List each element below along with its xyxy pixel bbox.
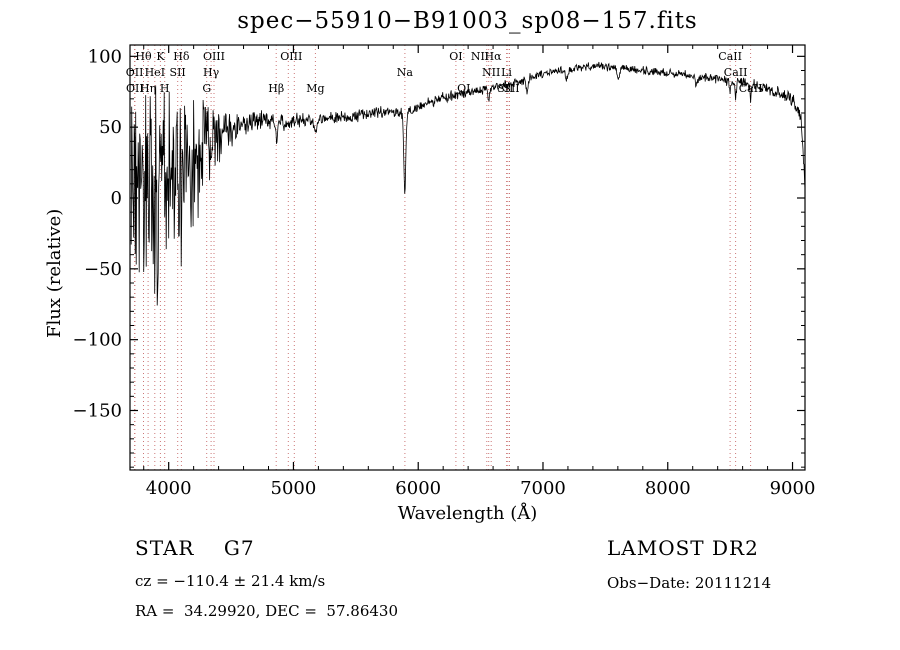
plot-box [129, 44, 806, 471]
survey-name-text: LAMOST DR2 [607, 536, 759, 560]
spectral-line-label: Hβ [268, 82, 284, 95]
object-class-text: STAR G7 [135, 536, 255, 560]
spectral-line-label: Na [397, 66, 414, 79]
spectral-line-label: Hη [140, 82, 156, 95]
spectral-line-label: NII [482, 66, 500, 79]
spectral-line-label: NII [471, 50, 489, 63]
spectral-line-label: Hα [485, 50, 503, 63]
spectral-line-label: Mg [306, 82, 324, 95]
spectral-line-label: OIII [280, 50, 302, 63]
spectral-line-label: CaII [718, 50, 742, 63]
spectral-line-label: CaII [724, 66, 748, 79]
obs-date-text: Obs−Date: 20111214 [607, 574, 772, 592]
x-tick-label: 8000 [645, 478, 691, 499]
y-tick-label: −50 [84, 259, 122, 280]
x-tick-label: 6000 [395, 478, 441, 499]
plot-title: spec−55910−B91003_sp08−157.fits [237, 8, 698, 34]
spectral-line-label: H [160, 82, 170, 95]
spectral-line-label: SII [170, 66, 186, 79]
spectral-line-label: Hθ [135, 50, 152, 63]
x-axis-label: Wavelength (Å) [397, 503, 538, 524]
spectral-line-label: G [202, 82, 211, 95]
spectral-line-label: Hδ [173, 50, 190, 63]
spectral-line-label: HeI [145, 66, 165, 79]
x-tick-label: 4000 [146, 478, 192, 499]
x-tick-label: 9000 [770, 478, 816, 499]
spectral-line-label: OII [126, 66, 144, 79]
cz-velocity-text: cz = −110.4 ± 21.4 km/s [135, 572, 326, 590]
spectral-line-label: OIII [203, 50, 225, 63]
y-tick-label: −150 [73, 401, 122, 422]
y-tick-label: 0 [111, 188, 122, 209]
spectrum-chart: OIIOIIHθHηHeIKHSIIHδGHγOIIIHβOIIIMgNaOIO… [73, 44, 816, 499]
spectral-line-label: OI [449, 50, 462, 63]
x-tick-label: 5000 [271, 478, 317, 499]
spectral-line-label: K [156, 50, 165, 63]
y-tick-label: 50 [99, 117, 122, 138]
y-tick-label: 100 [88, 46, 122, 67]
spectral-line-label: Li [501, 66, 512, 79]
y-axis-label: Flux (relative) [44, 208, 65, 338]
spectrum-trace [130, 61, 806, 306]
spectral-line-label: Hγ [203, 66, 220, 79]
y-tick-label: −100 [73, 330, 122, 351]
coordinates-text: RA = 34.29920, DEC = 57.86430 [135, 602, 399, 620]
x-tick-label: 7000 [520, 478, 566, 499]
